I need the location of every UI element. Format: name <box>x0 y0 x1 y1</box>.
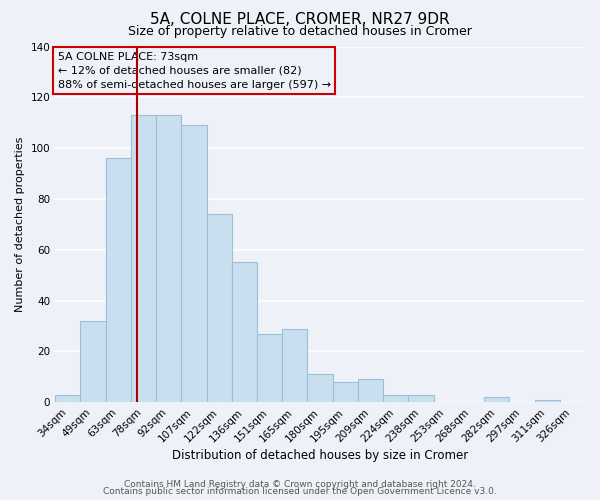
Text: Contains public sector information licensed under the Open Government Licence v3: Contains public sector information licen… <box>103 488 497 496</box>
Bar <box>156 115 181 402</box>
Bar <box>332 382 358 402</box>
Bar <box>535 400 560 402</box>
Bar <box>409 394 434 402</box>
Bar <box>282 328 307 402</box>
Bar <box>383 394 409 402</box>
Text: 5A, COLNE PLACE, CROMER, NR27 9DR: 5A, COLNE PLACE, CROMER, NR27 9DR <box>150 12 450 28</box>
Bar <box>257 334 282 402</box>
Text: Size of property relative to detached houses in Cromer: Size of property relative to detached ho… <box>128 25 472 38</box>
Bar <box>106 158 131 402</box>
Bar <box>55 394 80 402</box>
Bar <box>484 397 509 402</box>
Bar <box>307 374 332 402</box>
Bar <box>358 380 383 402</box>
Bar <box>206 214 232 402</box>
Bar <box>232 262 257 402</box>
Text: Contains HM Land Registry data © Crown copyright and database right 2024.: Contains HM Land Registry data © Crown c… <box>124 480 476 489</box>
Bar <box>80 321 106 402</box>
Y-axis label: Number of detached properties: Number of detached properties <box>15 136 25 312</box>
Bar <box>181 126 206 402</box>
X-axis label: Distribution of detached houses by size in Cromer: Distribution of detached houses by size … <box>172 450 468 462</box>
Text: 5A COLNE PLACE: 73sqm
← 12% of detached houses are smaller (82)
88% of semi-deta: 5A COLNE PLACE: 73sqm ← 12% of detached … <box>58 52 331 90</box>
Bar <box>131 115 156 402</box>
